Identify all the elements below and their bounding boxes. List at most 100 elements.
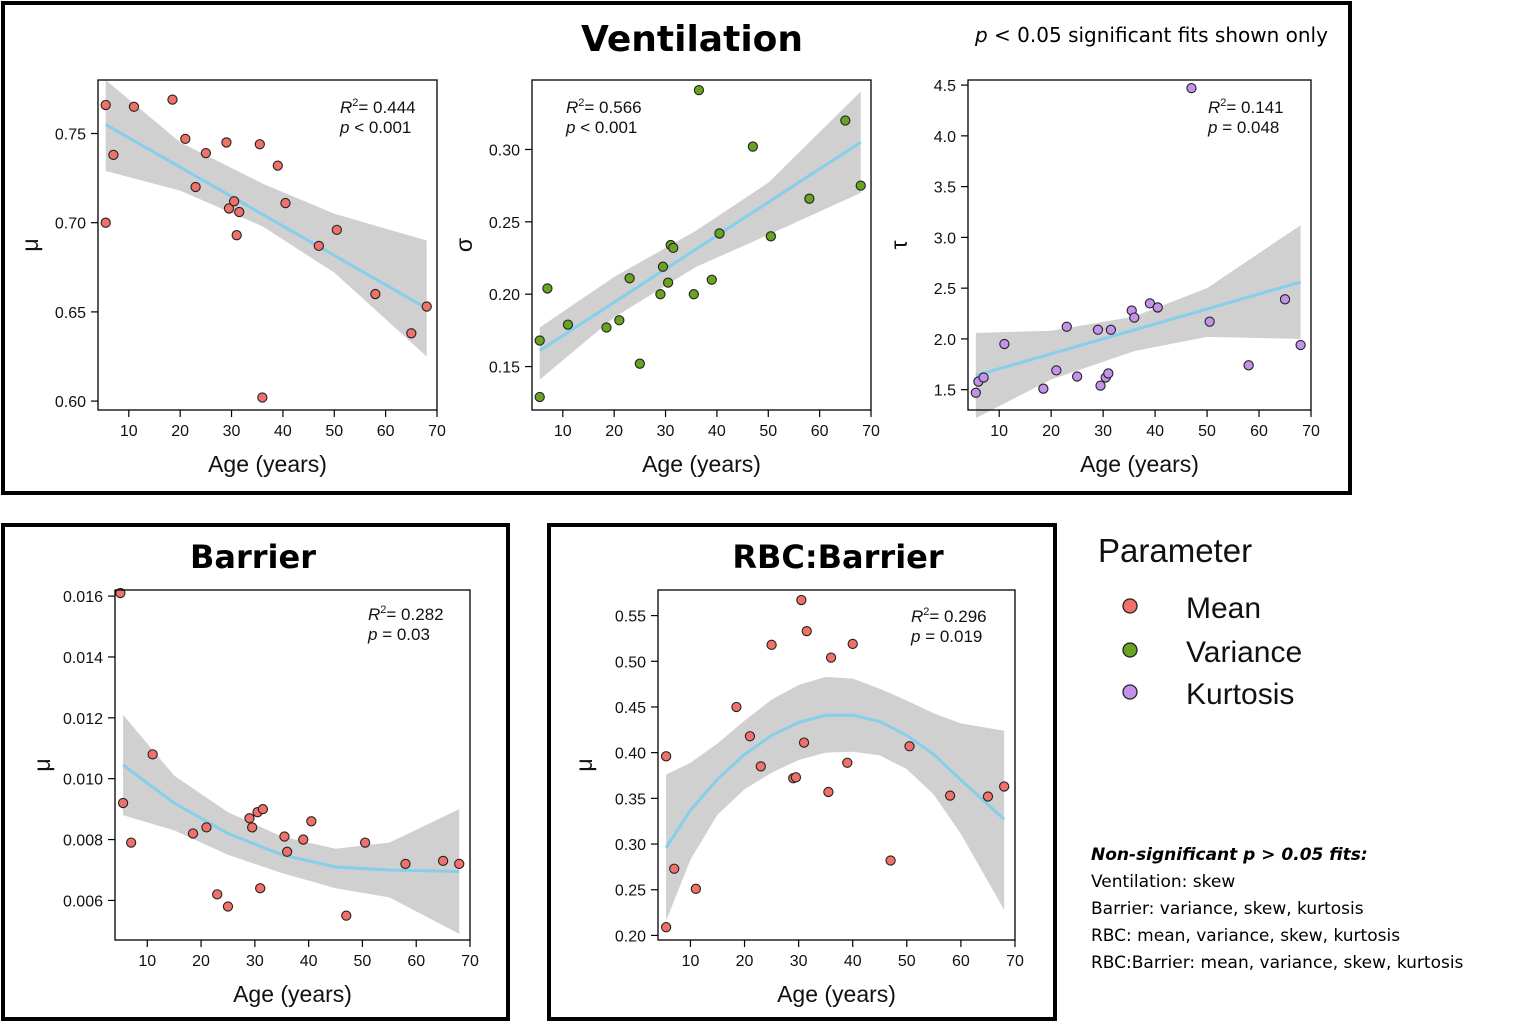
- data-point: [306, 816, 317, 827]
- data-point: [1144, 298, 1156, 309]
- data-point: [601, 322, 612, 333]
- data-point: [1204, 316, 1215, 327]
- data-point: [904, 741, 915, 752]
- data-point: [223, 203, 235, 214]
- y-tick-label: 0.30: [489, 142, 520, 159]
- data-point: [660, 751, 672, 762]
- barrier-title: Barrier: [190, 538, 316, 576]
- data-point: [840, 115, 851, 126]
- fit-line: [975, 280, 1302, 377]
- x-tick-label: 30: [246, 953, 264, 970]
- data-point: [400, 858, 411, 870]
- data-point: [1038, 383, 1049, 394]
- data-point: [1129, 312, 1140, 323]
- p-value-label: p = 0.019: [910, 627, 982, 646]
- x-tick-label: 60: [377, 423, 395, 440]
- data-point: [798, 737, 810, 748]
- x-tick-label: 10: [990, 423, 1008, 440]
- data-point: [755, 761, 766, 772]
- legend-mean-swatch: [1122, 598, 1138, 614]
- x-tick-label: 10: [138, 953, 156, 970]
- x-tick-label: 10: [120, 423, 138, 440]
- data-point: [624, 273, 635, 284]
- y-tick-label: 3.0: [934, 230, 956, 247]
- ventilation-title: Ventilation: [581, 19, 803, 60]
- y-tick-label: 0.45: [615, 700, 646, 717]
- y-tick-label: 0.25: [615, 883, 646, 900]
- data-point: [147, 749, 158, 760]
- data-point: [1092, 324, 1104, 335]
- x-tick-label: 40: [844, 953, 862, 970]
- data-point: [847, 638, 858, 650]
- data-point: [999, 338, 1010, 350]
- x-tick-label: 70: [1006, 953, 1024, 970]
- x-tick-label: 20: [171, 423, 189, 440]
- y-tick-label: 0.25: [489, 215, 520, 232]
- y-axis-label: μ: [29, 758, 55, 771]
- data-point: [842, 757, 853, 768]
- x-tick-label: 40: [300, 953, 318, 970]
- x-tick-label: 10: [554, 423, 572, 440]
- nonsig-line: Barrier: variance, skew, kurtosis: [1091, 899, 1364, 919]
- data-point: [1103, 368, 1114, 379]
- rbc-barrier-title: RBC:Barrier: [732, 538, 944, 576]
- y-tick-label: 0.65: [55, 305, 86, 322]
- x-tick-label: 10: [682, 953, 700, 970]
- x-tick-label: 20: [192, 953, 210, 970]
- data-point: [244, 813, 255, 824]
- r-squared-label: R2= 0.282: [368, 604, 444, 624]
- data-point: [614, 315, 625, 326]
- x-tick-label: 60: [407, 953, 425, 970]
- data-point: [228, 196, 240, 207]
- nonsig-note: Non-significant p > 0.05 fits: Ventilati…: [1091, 845, 1464, 973]
- data-point: [1186, 82, 1197, 94]
- x-tick-label: 50: [1198, 423, 1216, 440]
- legend-title: Parameter: [1098, 532, 1252, 569]
- data-point: [690, 883, 702, 894]
- fit-line: [664, 713, 1006, 849]
- data-point: [201, 822, 212, 833]
- legend-kurtosis-label: Kurtosis: [1186, 678, 1294, 711]
- data-point: [108, 149, 119, 161]
- nonsig-line: Ventilation: skew: [1091, 872, 1235, 892]
- y-axis-label: μ: [571, 758, 597, 771]
- data-point: [534, 335, 545, 346]
- x-axis-label: Age (years): [233, 981, 352, 1007]
- data-point: [790, 772, 802, 783]
- p-value-label: p < 0.001: [565, 118, 637, 137]
- data-point: [1243, 360, 1254, 371]
- data-point: [978, 372, 989, 383]
- r-squared-label: R2= 0.296: [911, 606, 987, 626]
- x-tick-label: 40: [708, 423, 726, 440]
- x-tick-label: 30: [790, 953, 808, 970]
- rbc-barrier-frame: [547, 523, 1057, 1021]
- data-point: [313, 240, 325, 252]
- data-point: [359, 837, 371, 848]
- data-point: [660, 922, 672, 933]
- y-tick-label: 0.60: [55, 394, 86, 411]
- y-axis-label: σ: [451, 238, 477, 252]
- data-point: [125, 837, 137, 848]
- plot-box: [967, 79, 1312, 411]
- data-point: [669, 863, 680, 874]
- chart-panel: 10 20 30 40 50 60 70 0.20 0.25 0.30 0.35 0.40 0.45 0.…: [571, 589, 1024, 1007]
- legend-kurtosis-swatch: [1122, 684, 1138, 700]
- data-point: [999, 781, 1010, 792]
- data-point: [200, 147, 212, 159]
- data-point: [247, 822, 258, 833]
- data-point: [885, 855, 896, 866]
- x-axis-label: Age (years): [1080, 451, 1199, 477]
- data-point: [688, 289, 699, 300]
- x-tick-label: 50: [759, 423, 777, 440]
- data-point: [255, 883, 266, 894]
- data-point: [542, 283, 553, 294]
- data-point: [279, 831, 290, 842]
- data-point: [212, 889, 223, 900]
- data-point: [254, 139, 265, 150]
- y-tick-label: 0.55: [615, 609, 646, 626]
- data-point: [180, 133, 191, 145]
- legend-mean-label: Mean: [1186, 592, 1261, 625]
- p-value-label: p = 0.048: [1207, 118, 1279, 137]
- confidence-band: [123, 714, 460, 934]
- significance-note: p < 0.05 significant fits shown only: [974, 23, 1328, 47]
